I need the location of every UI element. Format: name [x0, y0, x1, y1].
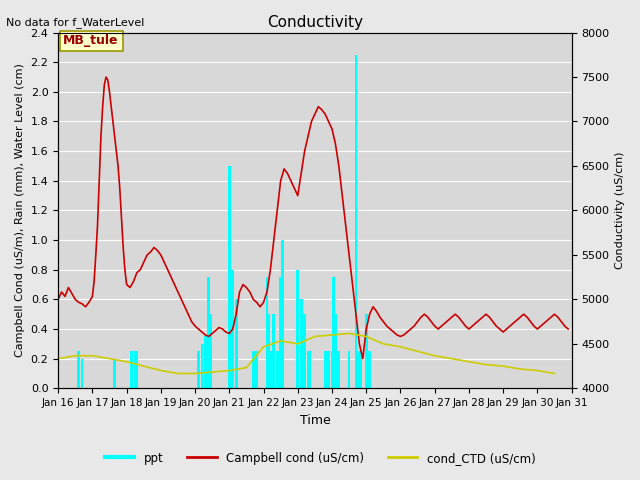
Bar — [355, 55, 357, 388]
Bar — [81, 359, 83, 388]
Bar — [308, 351, 311, 388]
Bar — [235, 300, 237, 388]
Bar — [231, 270, 234, 388]
Bar — [136, 351, 138, 388]
Bar — [307, 351, 309, 388]
Bar — [296, 270, 299, 388]
Bar — [207, 277, 210, 388]
Text: No data for f_WaterLevel: No data for f_WaterLevel — [6, 17, 145, 28]
Bar — [228, 166, 230, 388]
Bar — [113, 359, 116, 388]
Bar — [356, 351, 359, 388]
Legend: ppt, Campbell cond (uS/cm), cond_CTD (uS/cm): ppt, Campbell cond (uS/cm), cond_CTD (uS… — [100, 447, 540, 469]
Bar — [300, 300, 303, 388]
Bar — [360, 351, 362, 388]
Bar — [252, 351, 255, 388]
Bar — [324, 351, 326, 388]
Bar — [266, 277, 268, 388]
X-axis label: Time: Time — [300, 414, 330, 427]
Bar — [279, 277, 282, 388]
Bar — [200, 344, 204, 388]
Bar — [281, 240, 284, 388]
Bar — [337, 351, 340, 388]
Bar — [334, 314, 337, 388]
Bar — [209, 314, 212, 388]
Bar — [327, 351, 330, 388]
Bar — [303, 314, 306, 388]
Bar — [268, 314, 270, 388]
Bar — [368, 351, 371, 388]
Bar — [273, 314, 275, 388]
Bar — [348, 351, 351, 388]
Text: MB_tule: MB_tule — [63, 35, 119, 48]
Bar — [269, 351, 272, 388]
Title: Conductivity: Conductivity — [267, 15, 363, 30]
Y-axis label: Conductivity (uS/cm): Conductivity (uS/cm) — [615, 152, 625, 269]
Bar — [77, 351, 80, 388]
Y-axis label: Campbell Cond (uS/m), Rain (mm), Water Level (cm): Campbell Cond (uS/m), Rain (mm), Water L… — [15, 63, 25, 358]
Bar — [331, 351, 333, 388]
Bar — [336, 351, 339, 388]
Bar — [134, 351, 136, 388]
Bar — [358, 351, 361, 388]
Bar — [255, 351, 258, 388]
Bar — [332, 277, 335, 388]
Bar — [205, 336, 209, 388]
Bar — [278, 351, 280, 388]
Bar — [204, 336, 207, 388]
Bar — [276, 351, 278, 388]
Bar — [365, 314, 367, 388]
Bar — [197, 351, 200, 388]
Bar — [271, 351, 273, 388]
Bar — [131, 351, 133, 388]
